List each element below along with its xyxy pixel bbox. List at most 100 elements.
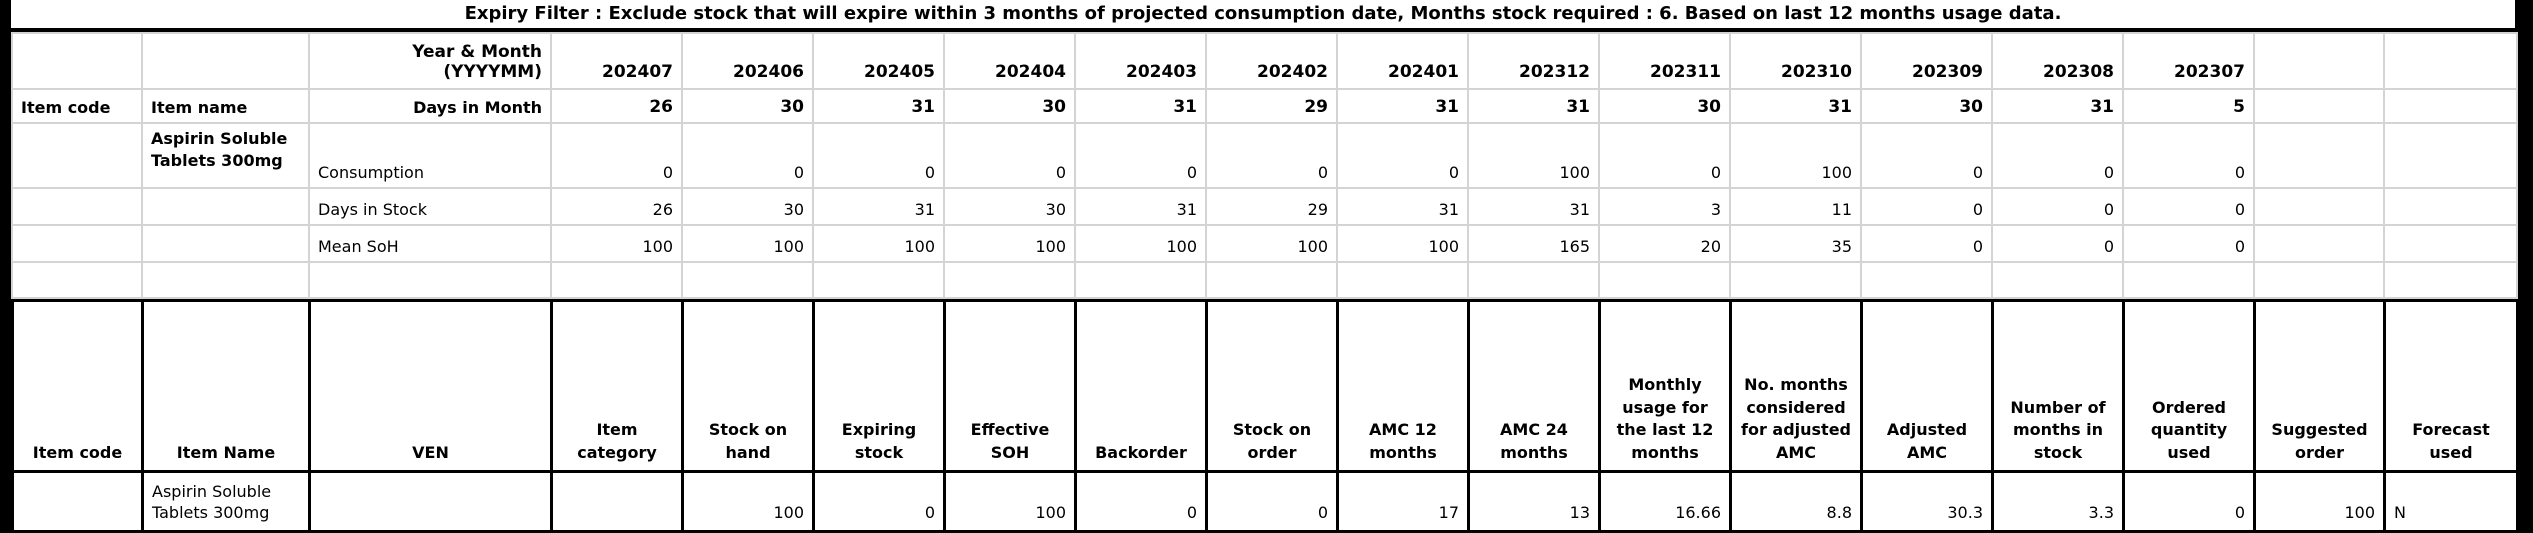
empty-cell (1598, 261, 1731, 299)
consumption-value: 0 (1336, 122, 1469, 189)
month-header-cell: 202406 (681, 32, 814, 90)
days-in-month-label: Days in Month (308, 88, 552, 124)
month-header-cell: 202311 (1598, 32, 1731, 90)
consumption-row: Aspirin Soluble Tablets 300mg Consumptio… (11, 122, 2518, 189)
empty-cell (141, 261, 310, 299)
empty-cell (2122, 261, 2255, 299)
month-header-cell: 202312 (1467, 32, 1600, 90)
spacer-row (11, 261, 2518, 299)
mean-soh-row: Mean SoH 100 100 100 100 100 100 100 165… (11, 224, 2518, 263)
consumption-value: 0 (1205, 122, 1338, 189)
month-header-cell: 202308 (1991, 32, 2124, 90)
effective-soh-cell: 100 (943, 470, 1077, 533)
consumption-value: 100 (1729, 122, 1862, 189)
days-in-month-cell: 30 (943, 88, 1076, 124)
days-in-month-cell: 30 (1598, 88, 1731, 124)
months-in-stock-cell: 3.3 (1991, 470, 2125, 533)
empty-cell (2383, 261, 2518, 299)
empty-cell (2253, 187, 2385, 226)
forecast-used-cell: N (2383, 470, 2519, 533)
consumption-value: 0 (550, 122, 683, 189)
days-in-month-cell: 29 (1205, 88, 1338, 124)
ordered-quantity-used-cell: 0 (2122, 470, 2256, 533)
stock-on-order-cell: 0 (1205, 470, 1339, 533)
month-header-cell: 202405 (812, 32, 945, 90)
empty-cell (1860, 261, 1993, 299)
suggested-order-cell: 100 (2253, 470, 2386, 533)
mean-soh-value: 100 (1205, 224, 1338, 263)
header-amc-12-months: AMC 12 months (1336, 299, 1470, 473)
empty-cell (681, 261, 814, 299)
days-in-stock-value: 31 (1467, 187, 1600, 226)
mean-soh-value: 100 (943, 224, 1076, 263)
amc-12-months-cell: 17 (1336, 470, 1470, 533)
empty-cell (812, 261, 945, 299)
consumption-value: 0 (812, 122, 945, 189)
empty-cell (2253, 122, 2385, 189)
empty-cell (11, 261, 143, 299)
item-name-cell (141, 224, 310, 263)
empty-cell (2383, 122, 2518, 189)
item-category-cell (550, 470, 684, 533)
summary-header-row: Item code Item Name VEN Item category St… (11, 299, 2519, 473)
mean-soh-value: 20 (1598, 224, 1731, 263)
item-code-cell (11, 187, 143, 226)
days-in-stock-value: 0 (1860, 187, 1993, 226)
consumption-value: 0 (943, 122, 1076, 189)
days-in-month-cell: 30 (1860, 88, 1993, 124)
month-header-cell: 202404 (943, 32, 1076, 90)
days-in-month-cell: 31 (1991, 88, 2124, 124)
consumption-value: 0 (681, 122, 814, 189)
empty-cell (1467, 261, 1600, 299)
consumption-value: 0 (1074, 122, 1207, 189)
days-in-month-cell: 31 (812, 88, 945, 124)
item-code-header: Item code (11, 88, 143, 124)
item-name-header: Item name (141, 88, 310, 124)
months-considered-cell: 8.8 (1729, 470, 1863, 533)
report-sheet: Expiry Filter : Exclude stock that will … (11, 0, 2519, 533)
year-month-label-line2: (YYYYMM) (443, 62, 542, 82)
header-stock-on-order: Stock on order (1205, 299, 1339, 473)
days-in-month-cell: 31 (1336, 88, 1469, 124)
year-month-header-row: Year & Month (YYYYMM) 202407 202406 2024… (11, 32, 2518, 90)
empty-cell (2253, 88, 2385, 124)
amc-24-months-cell: 13 (1467, 470, 1601, 533)
days-in-stock-value: 31 (1336, 187, 1469, 226)
row-label: Consumption (308, 122, 552, 189)
header-suggested-order: Suggested order (2253, 299, 2386, 473)
item-code-cell (11, 470, 144, 533)
adjusted-amc-cell: 30.3 (1860, 470, 1994, 533)
days-in-month-cell: 30 (681, 88, 814, 124)
expiring-stock-cell: 0 (812, 470, 946, 533)
item-code-cell (11, 122, 143, 189)
item-name-cell: Aspirin Soluble Tablets 300mg (141, 470, 311, 533)
empty-cell (1205, 261, 1338, 299)
year-month-label-cell: Year & Month (YYYYMM) (308, 32, 552, 90)
days-in-stock-value: 26 (550, 187, 683, 226)
header-ven: VEN (308, 299, 553, 473)
empty-cell (2253, 224, 2385, 263)
empty-cell (2383, 187, 2518, 226)
consumption-value: 0 (1598, 122, 1731, 189)
empty-cell (141, 32, 310, 90)
mean-soh-value: 100 (550, 224, 683, 263)
mean-soh-value: 100 (812, 224, 945, 263)
header-ordered-quantity-used: Ordered quantity used (2122, 299, 2256, 473)
month-header-cell: 202401 (1336, 32, 1469, 90)
empty-cell (550, 261, 683, 299)
mean-soh-value: 100 (1074, 224, 1207, 263)
header-stock-on-hand: Stock on hand (681, 299, 815, 473)
item-code-cell (11, 224, 143, 263)
header-item-category: Item category (550, 299, 684, 473)
report-title: Expiry Filter : Exclude stock that will … (11, 0, 2515, 32)
days-in-stock-value: 31 (1074, 187, 1207, 226)
days-in-month-row: Item code Item name Days in Month 26 30 … (11, 88, 2518, 124)
empty-cell (11, 32, 143, 90)
empty-cell (2383, 32, 2518, 90)
header-months-in-stock: Number of months in stock (1991, 299, 2125, 473)
empty-cell (1991, 261, 2124, 299)
header-months-considered: No. months considered for adjusted AMC (1729, 299, 1863, 473)
days-in-stock-value: 30 (681, 187, 814, 226)
monthly-usage-cell: 16.66 (1598, 470, 1732, 533)
month-header-cell: 202403 (1074, 32, 1207, 90)
